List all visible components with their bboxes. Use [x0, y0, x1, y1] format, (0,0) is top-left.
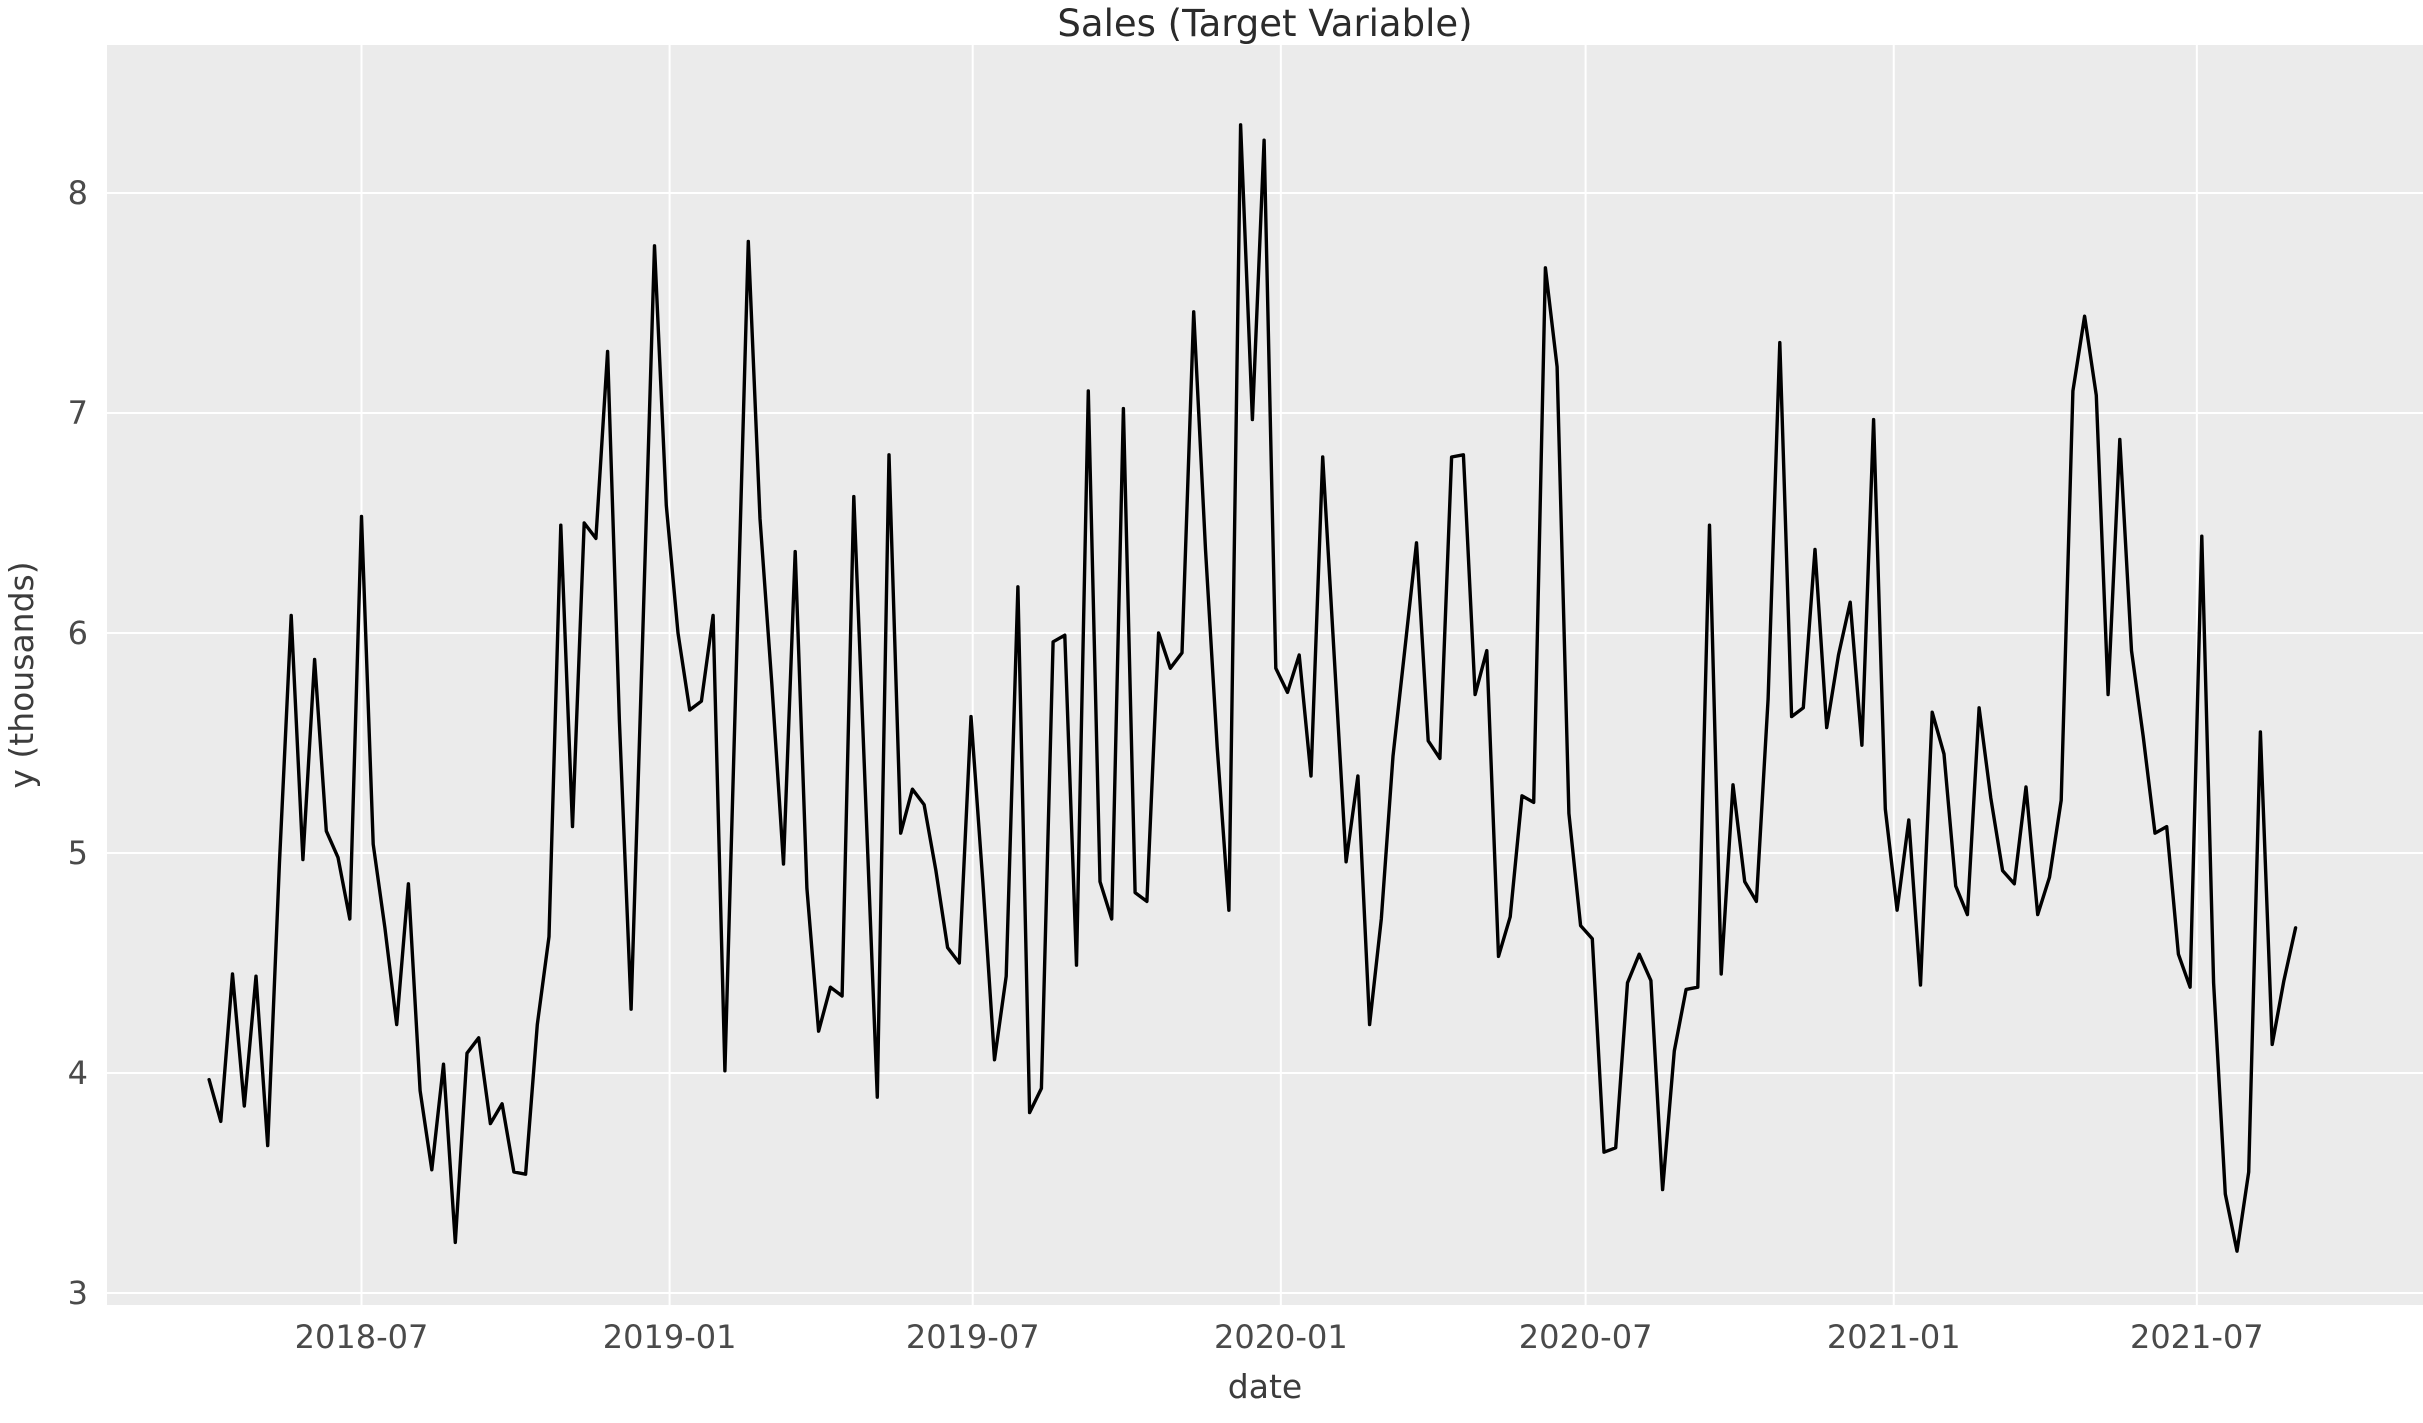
y-tick-label: 6	[68, 614, 88, 652]
y-tick-label: 8	[68, 174, 88, 212]
x-tick-label: 2021-07	[2130, 1318, 2264, 1356]
y-tick-label: 4	[68, 1054, 88, 1092]
x-tick-label: 2019-07	[906, 1318, 1040, 1356]
x-tick-label: 2018-07	[295, 1318, 429, 1356]
x-tick-label: 2019-01	[603, 1318, 737, 1356]
x-axis-label: date	[1228, 1367, 1302, 1406]
x-axis-tick-labels: 2018-07 2019-01 2019-07 2020-01 2020-07 2021-…	[295, 1318, 2264, 1356]
x-tick-label: 2020-01	[1214, 1318, 1348, 1356]
x-tick-label: 2020-07	[1519, 1318, 1653, 1356]
chart-title: Sales (Target Variable)	[1057, 2, 1472, 45]
sales-series-line	[207, 123, 2298, 1253]
y-axis-tick-labels: 3 4 5 6 7 8	[68, 174, 88, 1312]
y-tick-label: 5	[68, 834, 88, 872]
y-axis-label: y (thousands)	[2, 561, 41, 788]
y-tick-label: 7	[68, 394, 88, 432]
y-tick-label: 3	[68, 1274, 88, 1312]
gridlines	[107, 45, 2423, 1305]
x-tick-label: 2021-01	[1827, 1318, 1961, 1356]
